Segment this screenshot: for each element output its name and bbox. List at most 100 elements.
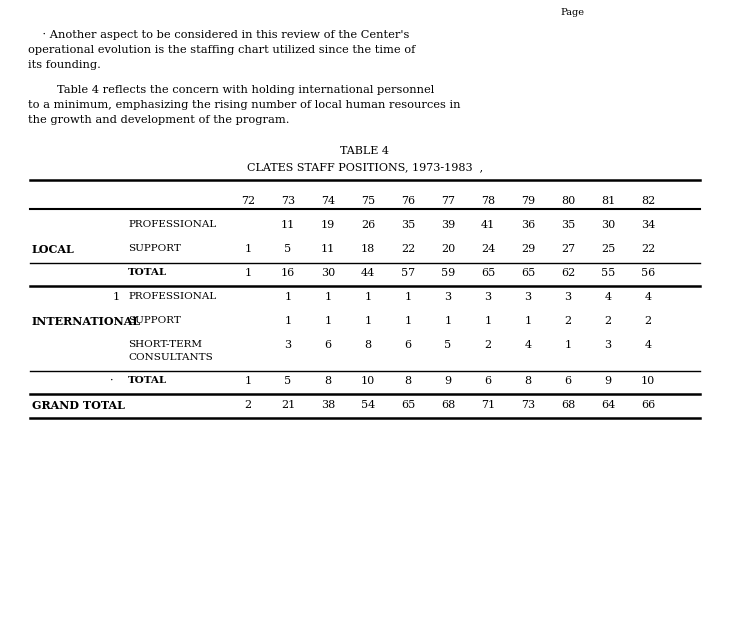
Text: 8: 8 (404, 376, 412, 386)
Text: CLATES STAFF POSITIONS, 1973-1983  ,: CLATES STAFF POSITIONS, 1973-1983 , (247, 162, 483, 172)
Text: 10: 10 (641, 376, 655, 386)
Text: 5: 5 (285, 244, 291, 254)
Text: 1: 1 (445, 316, 452, 326)
Text: 4: 4 (645, 292, 652, 302)
Text: 4: 4 (645, 340, 652, 350)
Text: SUPPORT: SUPPORT (128, 244, 181, 253)
Text: LOCAL: LOCAL (32, 244, 74, 255)
Text: 73: 73 (521, 400, 535, 410)
Text: 6: 6 (324, 340, 331, 350)
Text: 71: 71 (481, 400, 495, 410)
Text: 4: 4 (524, 340, 531, 350)
Text: ·: · (110, 376, 113, 386)
Text: 68: 68 (441, 400, 455, 410)
Text: 36: 36 (521, 220, 535, 230)
Text: 1: 1 (324, 316, 331, 326)
Text: its founding.: its founding. (28, 60, 101, 70)
Text: TOTAL: TOTAL (128, 376, 167, 385)
Text: CONSULTANTS: CONSULTANTS (128, 353, 212, 362)
Text: 38: 38 (321, 400, 335, 410)
Text: 66: 66 (641, 400, 655, 410)
Text: 19: 19 (321, 220, 335, 230)
Text: 8: 8 (324, 376, 331, 386)
Text: 74: 74 (321, 196, 335, 206)
Text: 1: 1 (485, 316, 491, 326)
Text: 6: 6 (485, 376, 491, 386)
Text: 8: 8 (364, 340, 372, 350)
Text: 1: 1 (245, 376, 252, 386)
Text: 72: 72 (241, 196, 255, 206)
Text: 57: 57 (401, 268, 415, 278)
Text: 20: 20 (441, 244, 455, 254)
Text: 79: 79 (521, 196, 535, 206)
Text: 21: 21 (281, 400, 295, 410)
Text: 27: 27 (561, 244, 575, 254)
Text: operational evolution is the staffing chart utilized since the time of: operational evolution is the staffing ch… (28, 45, 415, 55)
Text: 18: 18 (361, 244, 375, 254)
Text: 55: 55 (601, 268, 615, 278)
Text: 44: 44 (361, 268, 375, 278)
Text: 2: 2 (485, 340, 491, 350)
Text: 30: 30 (601, 220, 615, 230)
Text: 6: 6 (564, 376, 572, 386)
Text: 1: 1 (564, 340, 572, 350)
Text: 82: 82 (641, 196, 655, 206)
Text: INTERNATIONAL: INTERNATIONAL (32, 316, 141, 327)
Text: 8: 8 (524, 376, 531, 386)
Text: 64: 64 (601, 400, 615, 410)
Text: 73: 73 (281, 196, 295, 206)
Text: TABLE 4: TABLE 4 (340, 146, 390, 156)
Text: 68: 68 (561, 400, 575, 410)
Text: 2: 2 (564, 316, 572, 326)
Text: PROFESSIONAL: PROFESSIONAL (128, 220, 216, 229)
Text: 80: 80 (561, 196, 575, 206)
Text: 3: 3 (564, 292, 572, 302)
Text: Page: Page (560, 8, 584, 17)
Text: 35: 35 (561, 220, 575, 230)
Text: 78: 78 (481, 196, 495, 206)
Text: 65: 65 (401, 400, 415, 410)
Text: 54: 54 (361, 400, 375, 410)
Text: 29: 29 (521, 244, 535, 254)
Text: 2: 2 (245, 400, 252, 410)
Text: 1: 1 (404, 316, 412, 326)
Text: 1: 1 (113, 292, 120, 302)
Text: 1: 1 (324, 292, 331, 302)
Text: 5: 5 (445, 340, 452, 350)
Text: 77: 77 (441, 196, 455, 206)
Text: 65: 65 (521, 268, 535, 278)
Text: 9: 9 (604, 376, 612, 386)
Text: 35: 35 (401, 220, 415, 230)
Text: SHORT-TERM: SHORT-TERM (128, 340, 202, 349)
Text: 22: 22 (401, 244, 415, 254)
Text: Table 4 reflects the concern with holding international personnel: Table 4 reflects the concern with holdin… (28, 85, 434, 95)
Text: 22: 22 (641, 244, 655, 254)
Text: 9: 9 (445, 376, 452, 386)
Text: 3: 3 (604, 340, 612, 350)
Text: 26: 26 (361, 220, 375, 230)
Text: PROFESSIONAL: PROFESSIONAL (128, 292, 216, 301)
Text: 56: 56 (641, 268, 655, 278)
Text: 3: 3 (285, 340, 291, 350)
Text: 39: 39 (441, 220, 455, 230)
Text: 1: 1 (524, 316, 531, 326)
Text: 11: 11 (281, 220, 295, 230)
Text: 1: 1 (245, 244, 252, 254)
Text: · Another aspect to be considered in this review of the Center's: · Another aspect to be considered in thi… (28, 30, 410, 40)
Text: 1: 1 (404, 292, 412, 302)
Text: 11: 11 (321, 244, 335, 254)
Text: 1: 1 (364, 316, 372, 326)
Text: GRAND TOTAL: GRAND TOTAL (32, 400, 125, 411)
Text: 10: 10 (361, 376, 375, 386)
Text: 30: 30 (321, 268, 335, 278)
Text: 5: 5 (285, 376, 291, 386)
Text: 1: 1 (285, 316, 291, 326)
Text: 4: 4 (604, 292, 612, 302)
Text: to a minimum, emphasizing the rising number of local human resources in: to a minimum, emphasizing the rising num… (28, 100, 461, 110)
Text: the growth and development of the program.: the growth and development of the progra… (28, 115, 290, 125)
Text: 1: 1 (245, 268, 252, 278)
Text: 2: 2 (604, 316, 612, 326)
Text: 3: 3 (445, 292, 452, 302)
Text: 81: 81 (601, 196, 615, 206)
Text: TOTAL: TOTAL (128, 268, 167, 277)
